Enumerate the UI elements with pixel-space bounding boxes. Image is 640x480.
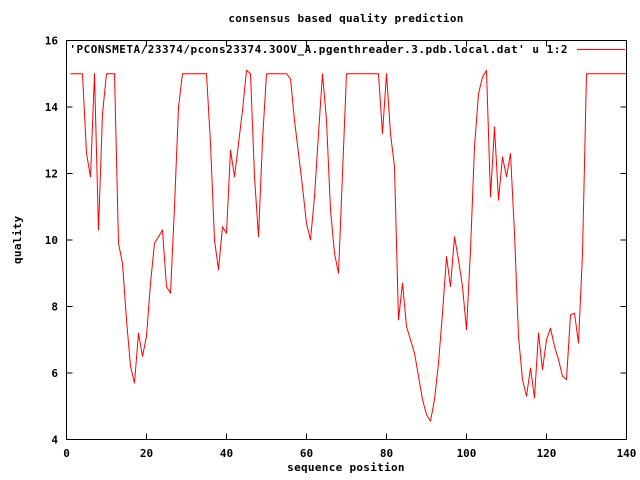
legend: 'PCONSMETA/23374/pcons23374.3OOV_A.pgent… <box>69 43 625 56</box>
y-tick-label: 12 <box>45 168 58 181</box>
y-tick-label: 14 <box>45 101 59 114</box>
x-tick-label: 20 <box>140 447 153 460</box>
legend-line-sample-icon <box>577 49 625 50</box>
y-axis-label: quality <box>11 215 24 265</box>
y-tick-label: 10 <box>45 234 58 247</box>
chart-title: consensus based quality prediction <box>228 12 464 25</box>
y-tick-label: 6 <box>51 367 58 380</box>
x-tick-label: 60 <box>300 447 313 460</box>
x-tick-label: 140 <box>617 447 637 460</box>
plot-border <box>66 40 627 440</box>
x-tick-label: 0 <box>63 447 70 460</box>
legend-label: 'PCONSMETA/23374/pcons23374.3OOV_A.pgent… <box>69 43 568 56</box>
quality-curve <box>70 69 627 422</box>
x-tick-label: 80 <box>380 447 393 460</box>
y-tick-label: 4 <box>51 434 58 447</box>
y-tick-label: 8 <box>51 301 58 314</box>
x-tick-label: 40 <box>220 447 233 460</box>
x-tick-label: 100 <box>457 447 477 460</box>
x-tick-label: 120 <box>537 447 557 460</box>
y-tick-label: 16 <box>45 35 59 48</box>
x-axis-label: sequence position <box>287 461 405 474</box>
